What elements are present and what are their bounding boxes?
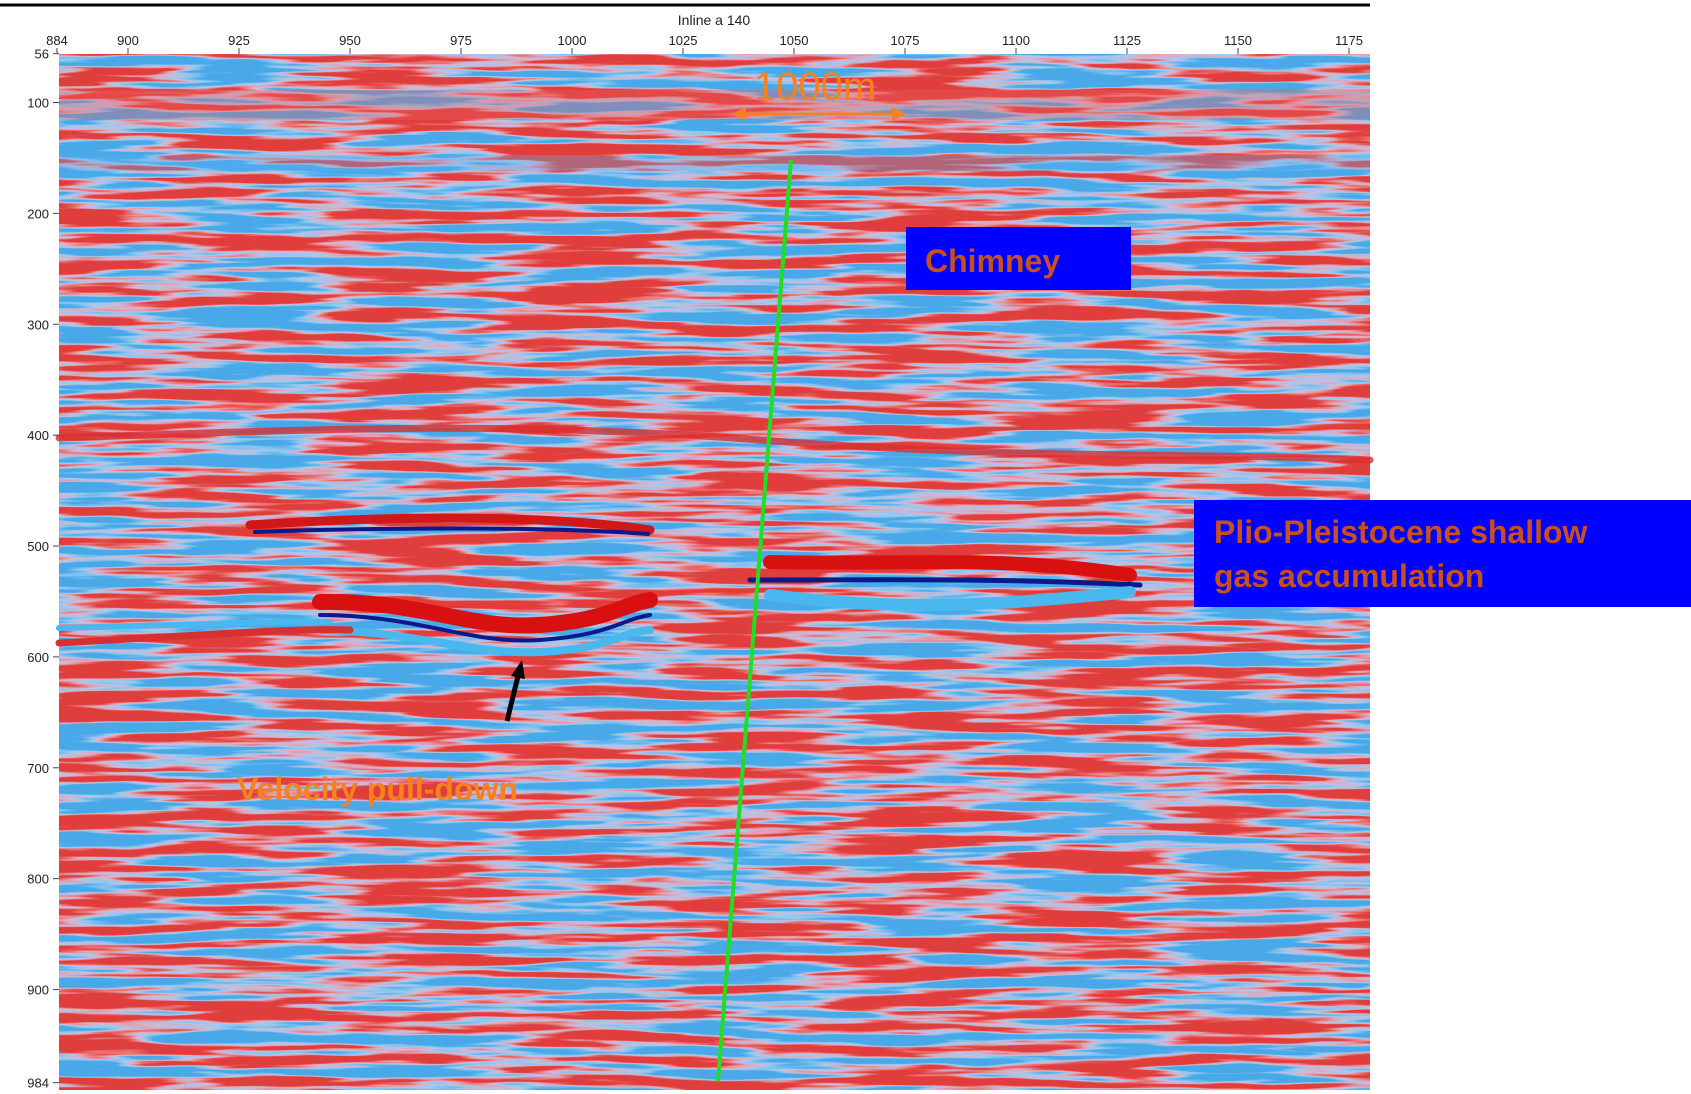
x-tick-label: 1000 bbox=[558, 33, 587, 48]
scale-label: 1000m bbox=[754, 65, 876, 109]
chimney-label: Chimney bbox=[925, 243, 1060, 279]
x-tick-label: 1025 bbox=[669, 33, 698, 48]
x-tick-label: 1125 bbox=[1113, 33, 1141, 48]
pulldown-label: Velocity pull-down bbox=[237, 771, 518, 807]
x-tick-label: 1175 bbox=[1335, 33, 1363, 48]
x-tick-label: 884 bbox=[46, 33, 68, 48]
gas-label: Plio-Pleistocene shallow bbox=[1214, 514, 1588, 550]
y-tick-label: 600 bbox=[27, 650, 49, 665]
y-tick-label: 800 bbox=[27, 872, 49, 887]
x-tick-label: 1150 bbox=[1224, 33, 1252, 48]
y-tick-label: 900 bbox=[27, 983, 49, 998]
gas-label: gas accumulation bbox=[1214, 558, 1484, 594]
y-tick-label: 300 bbox=[27, 317, 49, 332]
x-tick-label: 1075 bbox=[891, 33, 920, 48]
y-tick-label: 500 bbox=[27, 539, 49, 554]
y-tick-label: 100 bbox=[27, 96, 49, 111]
section-title: Inline a 140 bbox=[678, 12, 751, 28]
y-tick-label: 400 bbox=[27, 428, 49, 443]
x-tick-label: 900 bbox=[117, 33, 139, 48]
x-tick-label: 975 bbox=[450, 33, 472, 48]
y-tick-label: 56 bbox=[35, 47, 49, 62]
y-tick-label: 984 bbox=[27, 1076, 49, 1091]
y-tick-label: 700 bbox=[27, 761, 49, 776]
x-tick-label: 1050 bbox=[780, 33, 809, 48]
x-tick-label: 950 bbox=[339, 33, 361, 48]
seismic-texture bbox=[59, 54, 1370, 1090]
y-tick-label: 200 bbox=[27, 206, 49, 221]
seismic-view: Inline a 140 1000m Chimney Plio-Pleistoc… bbox=[0, 0, 1691, 1094]
x-tick-label: 925 bbox=[228, 33, 250, 48]
x-tick-label: 1100 bbox=[1002, 33, 1030, 48]
